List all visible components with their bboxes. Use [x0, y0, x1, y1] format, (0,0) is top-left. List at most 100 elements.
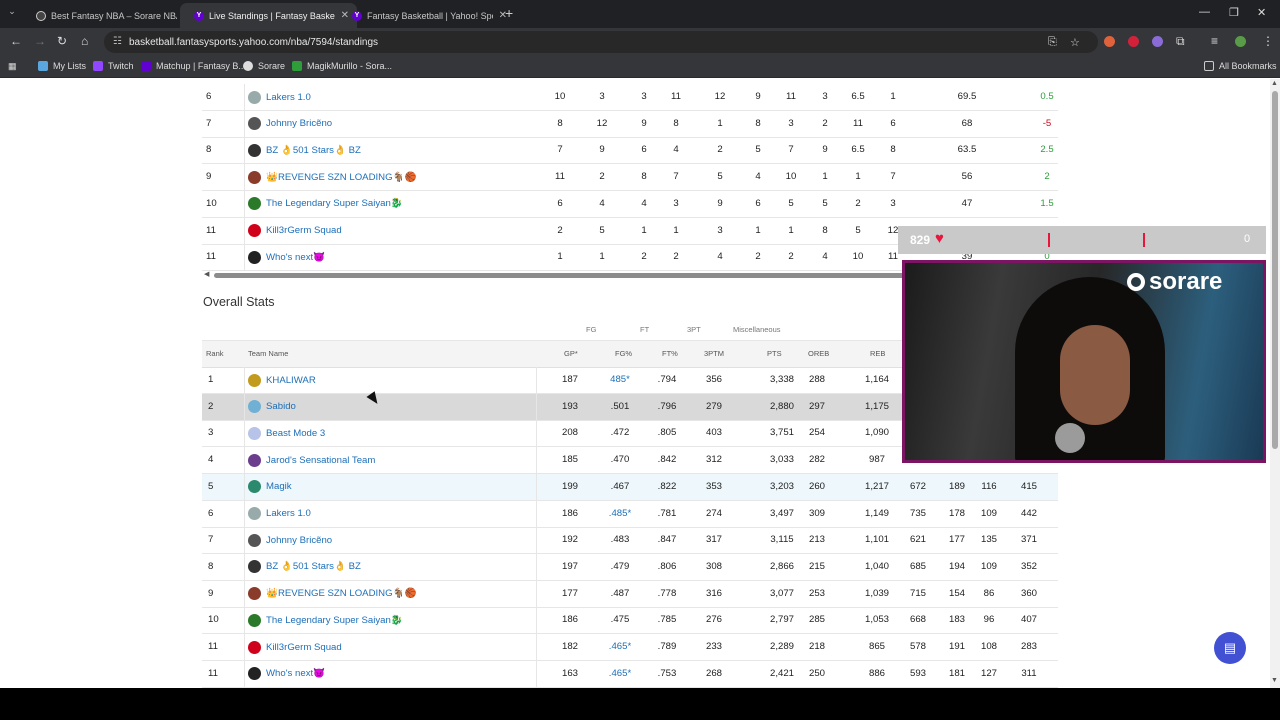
chat-icon[interactable]: ▤ [1214, 632, 1246, 664]
team-name[interactable]: Johnny Bricẽno [266, 534, 333, 546]
bookmark-my-lists[interactable]: My Lists [38, 61, 86, 71]
stat-fg-cell[interactable]: .465* [608, 641, 632, 652]
team-name-link[interactable]: The Legendary Super Saiyan 🐉 [248, 607, 403, 633]
team-name[interactable]: 501 Stars [292, 144, 334, 156]
home-icon[interactable]: ⌂ [81, 34, 89, 48]
tab-fantasy-basketball[interactable]: Y Fantasy Basketball | Yahoo! Sports ✕ [338, 3, 515, 28]
address-bar[interactable]: ☷ basketball.fantasysports.yahoo.com/nba… [104, 31, 1098, 53]
team-name[interactable]: Who's next [266, 668, 314, 680]
forward-icon[interactable]: → [34, 34, 46, 48]
stat-pts-cell: 2,866 [769, 560, 794, 572]
team-name-link[interactable]: Magik [248, 474, 292, 500]
bookmark-sorare[interactable]: Sorare [243, 61, 285, 71]
stat-points-cell: 3 [890, 197, 896, 209]
close-tab-icon[interactable]: ✕ [498, 10, 507, 21]
team-name[interactable]: Beast Mode 3 [266, 427, 326, 439]
tab-sorare[interactable]: Best Fantasy NBA – Sorare NBA ✕ [22, 3, 199, 28]
close-window-icon[interactable]: ✕ [1257, 7, 1267, 19]
back-icon[interactable]: ← [10, 34, 22, 48]
rank-cell: 6 [206, 91, 212, 102]
header-ft-pct[interactable]: FT% [662, 349, 678, 358]
extensions-puzzle-icon[interactable]: ⧉ [1176, 34, 1185, 48]
apps-grid-icon[interactable]: ▦ [8, 61, 17, 71]
team-name[interactable]: KHALIWAR [266, 374, 316, 386]
header-team-name[interactable]: Team Name [248, 349, 289, 358]
team-name[interactable]: Who's next [266, 251, 314, 263]
team-logo-icon [248, 507, 261, 520]
profile-avatar[interactable] [1235, 36, 1246, 47]
team-name-link[interactable]: The Legendary Super Saiyan 🐉 [248, 191, 403, 217]
tab-search-icon[interactable]: ⌄ [8, 6, 16, 16]
scroll-down-icon[interactable]: ▼ [1271, 677, 1278, 684]
team-name-link[interactable]: 👑 REVENGE SZN LOADING 🐐🏀 [248, 164, 416, 190]
scroll-up-icon[interactable]: ▲ [1271, 80, 1278, 87]
team-name-link[interactable]: BZ 👌 501 Stars 👌 BZ [248, 137, 361, 163]
stat-fg-cell[interactable]: .485* [608, 507, 632, 519]
team-name-link[interactable]: Kill3rGerm Squad [248, 634, 342, 660]
header-pts[interactable]: PTS [767, 349, 782, 358]
stat-fg-cell[interactable]: .465* [608, 667, 632, 679]
team-name-link[interactable]: Johnny Bricẽno [248, 527, 332, 553]
team-name-link[interactable]: Jarod's Sensational Team [248, 447, 375, 473]
team-name-link[interactable]: Who's next 😈 [248, 661, 325, 687]
extension-icon[interactable] [1128, 36, 1139, 47]
bookmark-label: Matchup | Fantasy B... [156, 61, 246, 71]
stat-points-cell: 2 [673, 251, 679, 263]
new-tab-icon[interactable]: + [505, 5, 514, 21]
bookmark-star-icon[interactable]: ☆ [1070, 37, 1080, 49]
scrollbar-thumb[interactable] [214, 273, 904, 278]
restore-icon[interactable]: ❐ [1229, 7, 1239, 19]
bookmark-twitch[interactable]: Twitch [93, 61, 134, 71]
stat-extra-cell: 685 [909, 560, 926, 572]
team-name-link[interactable]: Johnny Bricẽno [248, 111, 332, 137]
header-oreb[interactable]: OREB [808, 349, 830, 358]
team-name[interactable]: The Legendary Super Saiyan [266, 198, 391, 210]
team-name[interactable]: Magik [266, 481, 292, 493]
stat-fg-cell[interactable]: 485* [610, 374, 630, 385]
reading-list-icon[interactable]: ≡ [1211, 34, 1219, 48]
bookmark-matchup[interactable]: Matchup | Fantasy B... [141, 61, 246, 71]
team-name[interactable]: Sabido [266, 401, 296, 413]
header-3ptm[interactable]: 3PTM [704, 349, 725, 358]
team-name-link[interactable]: Lakers 1.0 [248, 84, 311, 110]
team-name[interactable]: REVENGE SZN LOADING [277, 588, 393, 600]
team-name-link[interactable]: KHALIWAR [248, 367, 316, 393]
vertical-scrollbar[interactable]: ▲ ▼ [1270, 79, 1280, 688]
team-name[interactable]: Jarod's Sensational Team [266, 454, 376, 466]
team-name-link[interactable]: 👑 REVENGE SZN LOADING 🐐🏀 [248, 581, 416, 607]
menu-kebab-icon[interactable]: ⋮ [1262, 34, 1274, 48]
team-name-link[interactable]: Kill3rGerm Squad [248, 218, 342, 244]
team-name[interactable]: The Legendary Super Saiyan [266, 614, 391, 626]
team-logo-icon [248, 117, 261, 131]
extension-icon[interactable] [1152, 36, 1163, 47]
header-rank[interactable]: Rank [206, 349, 224, 358]
bookmark-magik[interactable]: MagikMurillo - Sora... [292, 61, 392, 71]
header-gp[interactable]: GP* [564, 349, 578, 358]
stat-extra-cell: 86 [983, 587, 995, 599]
team-name[interactable]: Kill3rGerm Squad [266, 225, 342, 236]
header-fg-pct[interactable]: FG% [615, 349, 633, 358]
team-name[interactable]: REVENGE SZN LOADING [277, 171, 393, 183]
header-reb[interactable]: REB [870, 349, 886, 358]
scroll-left-icon[interactable]: ◀ [204, 271, 210, 278]
team-name[interactable]: Kill3rGerm Squad [266, 641, 342, 653]
tab-live-standings[interactable]: Y Live Standings | Fantasy Basketball ✕ [180, 3, 357, 28]
team-name-link[interactable]: Beast Mode 3 [248, 420, 325, 446]
team-name-link[interactable]: Sabido [248, 394, 296, 420]
site-info-icon[interactable]: ☷ [113, 36, 122, 47]
reload-icon[interactable]: ↻ [57, 34, 68, 48]
close-tab-icon[interactable]: ✕ [340, 10, 349, 21]
extension-icon[interactable] [1104, 36, 1115, 47]
all-bookmarks[interactable]: All Bookmarks [1204, 61, 1277, 71]
team-name[interactable]: 501 Stars [292, 561, 334, 573]
team-name[interactable]: Johnny Bricẽno [266, 118, 333, 130]
scrollbar-thumb[interactable] [1272, 91, 1278, 449]
horizontal-scrollbar[interactable]: ◀ [204, 271, 904, 279]
install-app-icon[interactable]: ⎘ [1048, 36, 1057, 48]
team-name-link[interactable]: BZ 👌 501 Stars 👌 BZ [248, 554, 361, 580]
team-name[interactable]: Lakers 1.0 [266, 91, 311, 103]
team-name-link[interactable]: Who's next 😈 [248, 244, 325, 270]
minimize-icon[interactable]: — [1199, 6, 1210, 18]
team-name-link[interactable]: Lakers 1.0 [248, 501, 311, 527]
team-name[interactable]: Lakers 1.0 [266, 508, 311, 519]
